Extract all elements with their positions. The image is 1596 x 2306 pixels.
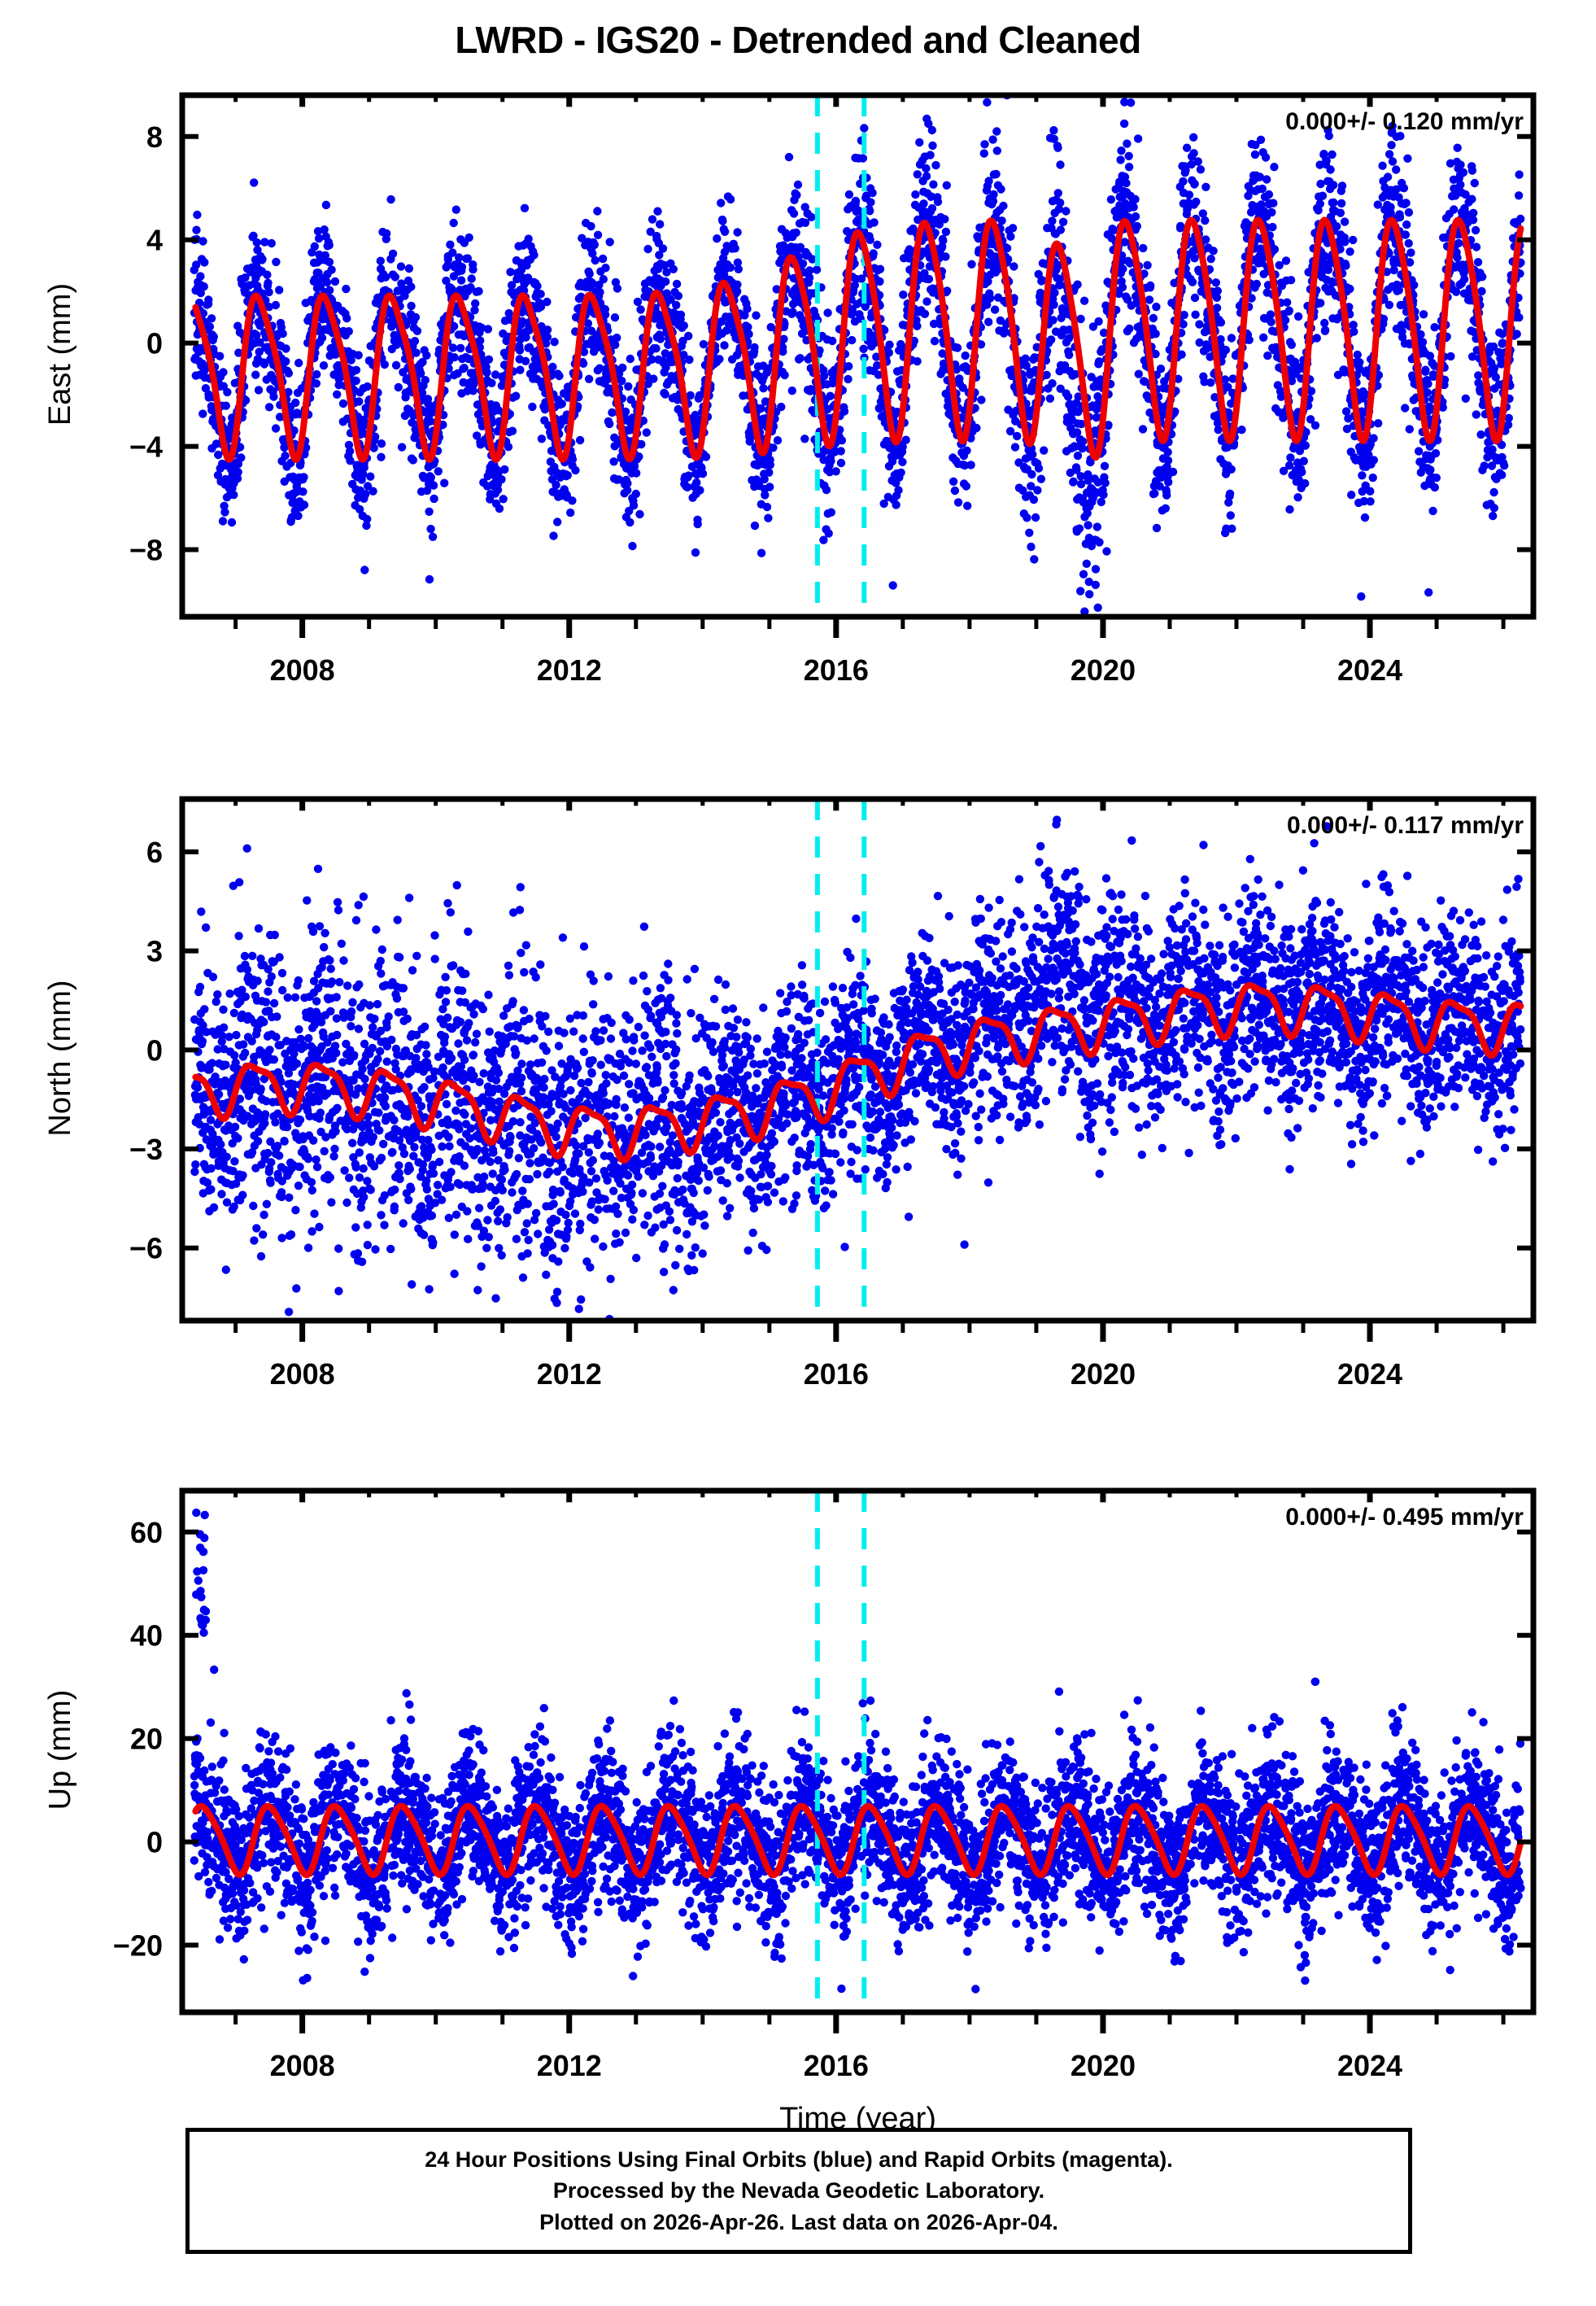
footer-caption-box: 24 Hour Positions Using Final Orbits (bl… xyxy=(185,2128,1412,2254)
y-tick-label: 60 xyxy=(130,1516,163,1549)
rate-label-up: 0.000+/- 0.495 mm/yr xyxy=(1285,1504,1524,1531)
x-tick-label: 2024 xyxy=(1337,2049,1402,2082)
y-tick-label: −20 xyxy=(113,1928,163,1962)
chart-up: 60 40 20 0 −20 2008 2012 2016 2020 2024 xyxy=(0,0,1596,2099)
x-tick-label: 2020 xyxy=(1071,2049,1136,2082)
y-tick-label: 0 xyxy=(146,1826,163,1859)
panel-up: 60 40 20 0 −20 2008 2012 2016 2020 2024 xyxy=(0,0,1596,2099)
footer-line-orbits: 24 Hour Positions Using Final Orbits (bl… xyxy=(425,2144,1173,2175)
plot-area-up xyxy=(190,1491,1525,2012)
y-tick-label: 40 xyxy=(130,1619,163,1653)
footer-line-dates: Plotted on 2026-Apr-26. Last data on 202… xyxy=(539,2207,1058,2238)
axis-label-up: Up (mm) xyxy=(43,1489,78,2011)
x-tick-label: 2012 xyxy=(537,2049,602,2082)
x-tick-label: 2016 xyxy=(804,2049,869,2082)
footer-line-processor: Processed by the Nevada Geodetic Laborat… xyxy=(553,2175,1044,2206)
x-tick-label: 2008 xyxy=(270,2049,335,2082)
y-tick-label: 20 xyxy=(130,1723,163,1756)
data-points-up xyxy=(190,1509,1525,1994)
